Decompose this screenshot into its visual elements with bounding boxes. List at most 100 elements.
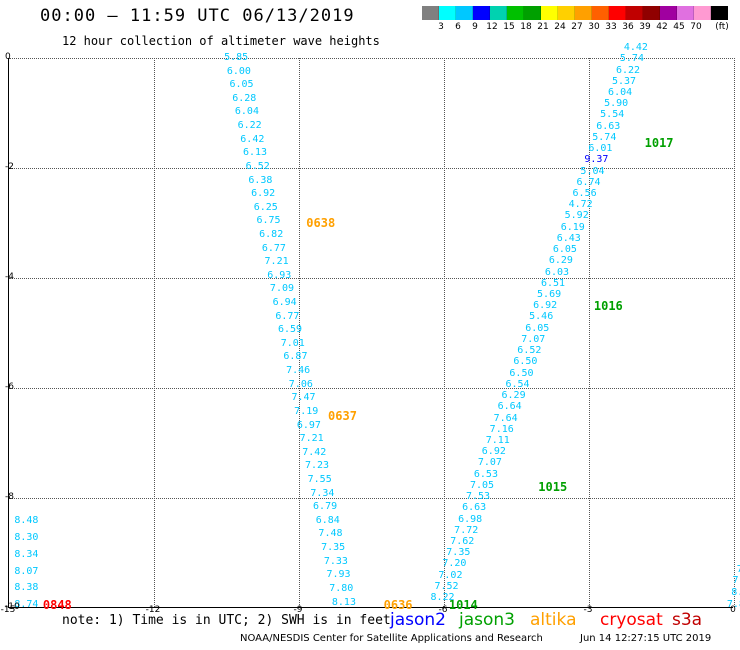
wave-height-value: 7.20 bbox=[442, 558, 467, 570]
wave-height-value: 7.46 bbox=[286, 365, 311, 377]
wave-height-value: 7 bbox=[736, 563, 740, 575]
wave-height-value: 7.64 bbox=[493, 412, 518, 424]
wave-height-value: 7.48 bbox=[318, 528, 343, 540]
wave-height-value: 6.05 bbox=[525, 322, 550, 334]
color-swatch bbox=[507, 6, 524, 20]
wave-height-value: 4.72 bbox=[568, 199, 593, 211]
wave-height-value: 8.07 bbox=[14, 565, 39, 577]
wave-height-value: 6.29 bbox=[501, 390, 526, 402]
wave-height-value: 7.21 bbox=[264, 256, 289, 268]
x-tick-label: -9 bbox=[293, 605, 303, 615]
y-tick-label: -6 bbox=[5, 382, 14, 392]
wave-height-value: 6.01 bbox=[588, 143, 613, 155]
color-scale-label: 15 bbox=[503, 22, 515, 32]
wave-height-value: 6.93 bbox=[267, 269, 292, 281]
legend-jason3: jason3 bbox=[459, 610, 515, 630]
grid-line-vertical bbox=[299, 58, 300, 607]
wave-height-value: 6.98 bbox=[458, 513, 483, 525]
wave-height-value: 5.69 bbox=[537, 289, 562, 301]
page-title: 00:00 – 11:59 UTC 06/13/2019 bbox=[40, 6, 355, 26]
y-tick-label: -4 bbox=[5, 272, 14, 282]
wave-height-value: 7.07 bbox=[521, 333, 546, 345]
wave-height-value: 6.25 bbox=[253, 201, 278, 213]
wave-height-value: 6.63 bbox=[596, 120, 621, 132]
wave-height-value: 7.53 bbox=[466, 491, 491, 503]
wave-height-value: 7.72 bbox=[454, 524, 479, 536]
wave-height-value: 7.55 bbox=[307, 473, 332, 485]
color-scale-label: 12 bbox=[486, 22, 498, 32]
x-tick-label: -12 bbox=[145, 605, 161, 615]
color-swatch bbox=[558, 6, 575, 20]
x-tick-label: -15 bbox=[0, 605, 16, 615]
color-swatch bbox=[473, 6, 490, 20]
color-scale-label: 24 bbox=[554, 22, 566, 32]
legend-altika: altika bbox=[530, 610, 577, 630]
wave-height-value: 7.21 bbox=[299, 433, 324, 445]
wave-height-value: 6.92 bbox=[533, 300, 558, 312]
grid-line-vertical bbox=[734, 58, 735, 607]
footer-timestamp: Jun 14 12:27:15 UTC 2019 bbox=[580, 633, 712, 644]
wave-height-value: 7.06 bbox=[288, 378, 313, 390]
grid-line-vertical bbox=[444, 58, 445, 607]
wave-height-value: 6.38 bbox=[248, 174, 273, 186]
wave-height-value: 7.09 bbox=[269, 283, 295, 295]
color-swatch bbox=[490, 6, 507, 20]
wave-height-value: 6.75 bbox=[256, 215, 281, 227]
grid-line-horizontal bbox=[9, 278, 733, 279]
color-scale-label: 42 bbox=[656, 22, 668, 32]
color-scale-label: 9 bbox=[472, 22, 478, 32]
wave-height-value: 8.74 bbox=[14, 599, 39, 611]
wave-height-value: 8.13 bbox=[331, 596, 356, 608]
legend-cryosat: cryosat bbox=[600, 610, 663, 630]
wave-height-value: 8.30 bbox=[14, 531, 39, 543]
wave-height-value: 6.03 bbox=[544, 266, 570, 278]
wave-height-value: 7.34 bbox=[310, 487, 335, 499]
grid-line-horizontal bbox=[9, 388, 733, 389]
wave-height-value: 5.37 bbox=[611, 75, 637, 87]
pass-label: 0636 bbox=[383, 598, 413, 613]
wave-height-value: 7.07 bbox=[477, 457, 502, 469]
wave-height-value: 4.42 bbox=[623, 42, 648, 54]
pass-label: 1014 bbox=[448, 598, 478, 613]
wave-height-value: 6.92 bbox=[251, 188, 276, 200]
color-swatch bbox=[592, 6, 609, 20]
wave-height-value: 6.43 bbox=[556, 232, 581, 244]
wave-height-value: 5.46 bbox=[529, 311, 554, 323]
wave-height-value: 7.62 bbox=[450, 535, 475, 547]
color-scale-label: 6 bbox=[455, 22, 461, 32]
color-swatch bbox=[660, 6, 677, 20]
wave-height-value: 6.79 bbox=[313, 501, 338, 513]
color-scale-label: 18 bbox=[520, 22, 532, 32]
wave-height-value: 6.74 bbox=[576, 176, 601, 188]
wave-height-value: 6.52 bbox=[245, 160, 270, 172]
wave-height-value: 7.02 bbox=[438, 569, 463, 581]
wave-height-value: 6.94 bbox=[272, 297, 297, 309]
wave-height-value: 6.54 bbox=[505, 378, 530, 390]
wave-height-value: 5.74 bbox=[592, 131, 617, 143]
legend-s3a: s3a bbox=[672, 610, 703, 630]
wave-height-value: 6.50 bbox=[513, 356, 538, 368]
wave-height-value: 6.29 bbox=[548, 255, 573, 267]
color-swatch bbox=[456, 6, 473, 20]
wave-height-value: 6.50 bbox=[509, 367, 534, 379]
color-swatch bbox=[643, 6, 660, 20]
color-scale-label: 33 bbox=[605, 22, 617, 32]
pass-label: 1017 bbox=[644, 136, 674, 151]
color-scale-unit: (ft) bbox=[715, 22, 729, 32]
wave-height-value: 6.28 bbox=[232, 92, 257, 104]
color-scale-label: 21 bbox=[537, 22, 549, 32]
wave-height-value: 6.22 bbox=[237, 120, 262, 132]
x-tick-label: -3 bbox=[583, 605, 593, 615]
x-tick-label: 0 bbox=[730, 605, 736, 615]
color-swatch bbox=[541, 6, 558, 20]
wave-height-value: 6.13 bbox=[242, 147, 268, 159]
pass-label: 1016 bbox=[593, 298, 623, 313]
wave-height-value: 7.93 bbox=[326, 569, 351, 581]
color-scale-label: 27 bbox=[571, 22, 583, 32]
wave-height-value: 7.35 bbox=[321, 542, 346, 554]
color-swatch bbox=[711, 6, 728, 20]
wave-height-value: 7. bbox=[732, 575, 740, 587]
color-swatch bbox=[694, 6, 711, 20]
wave-height-value: 7.16 bbox=[489, 423, 514, 435]
legend-jason2: jason2 bbox=[390, 610, 446, 630]
